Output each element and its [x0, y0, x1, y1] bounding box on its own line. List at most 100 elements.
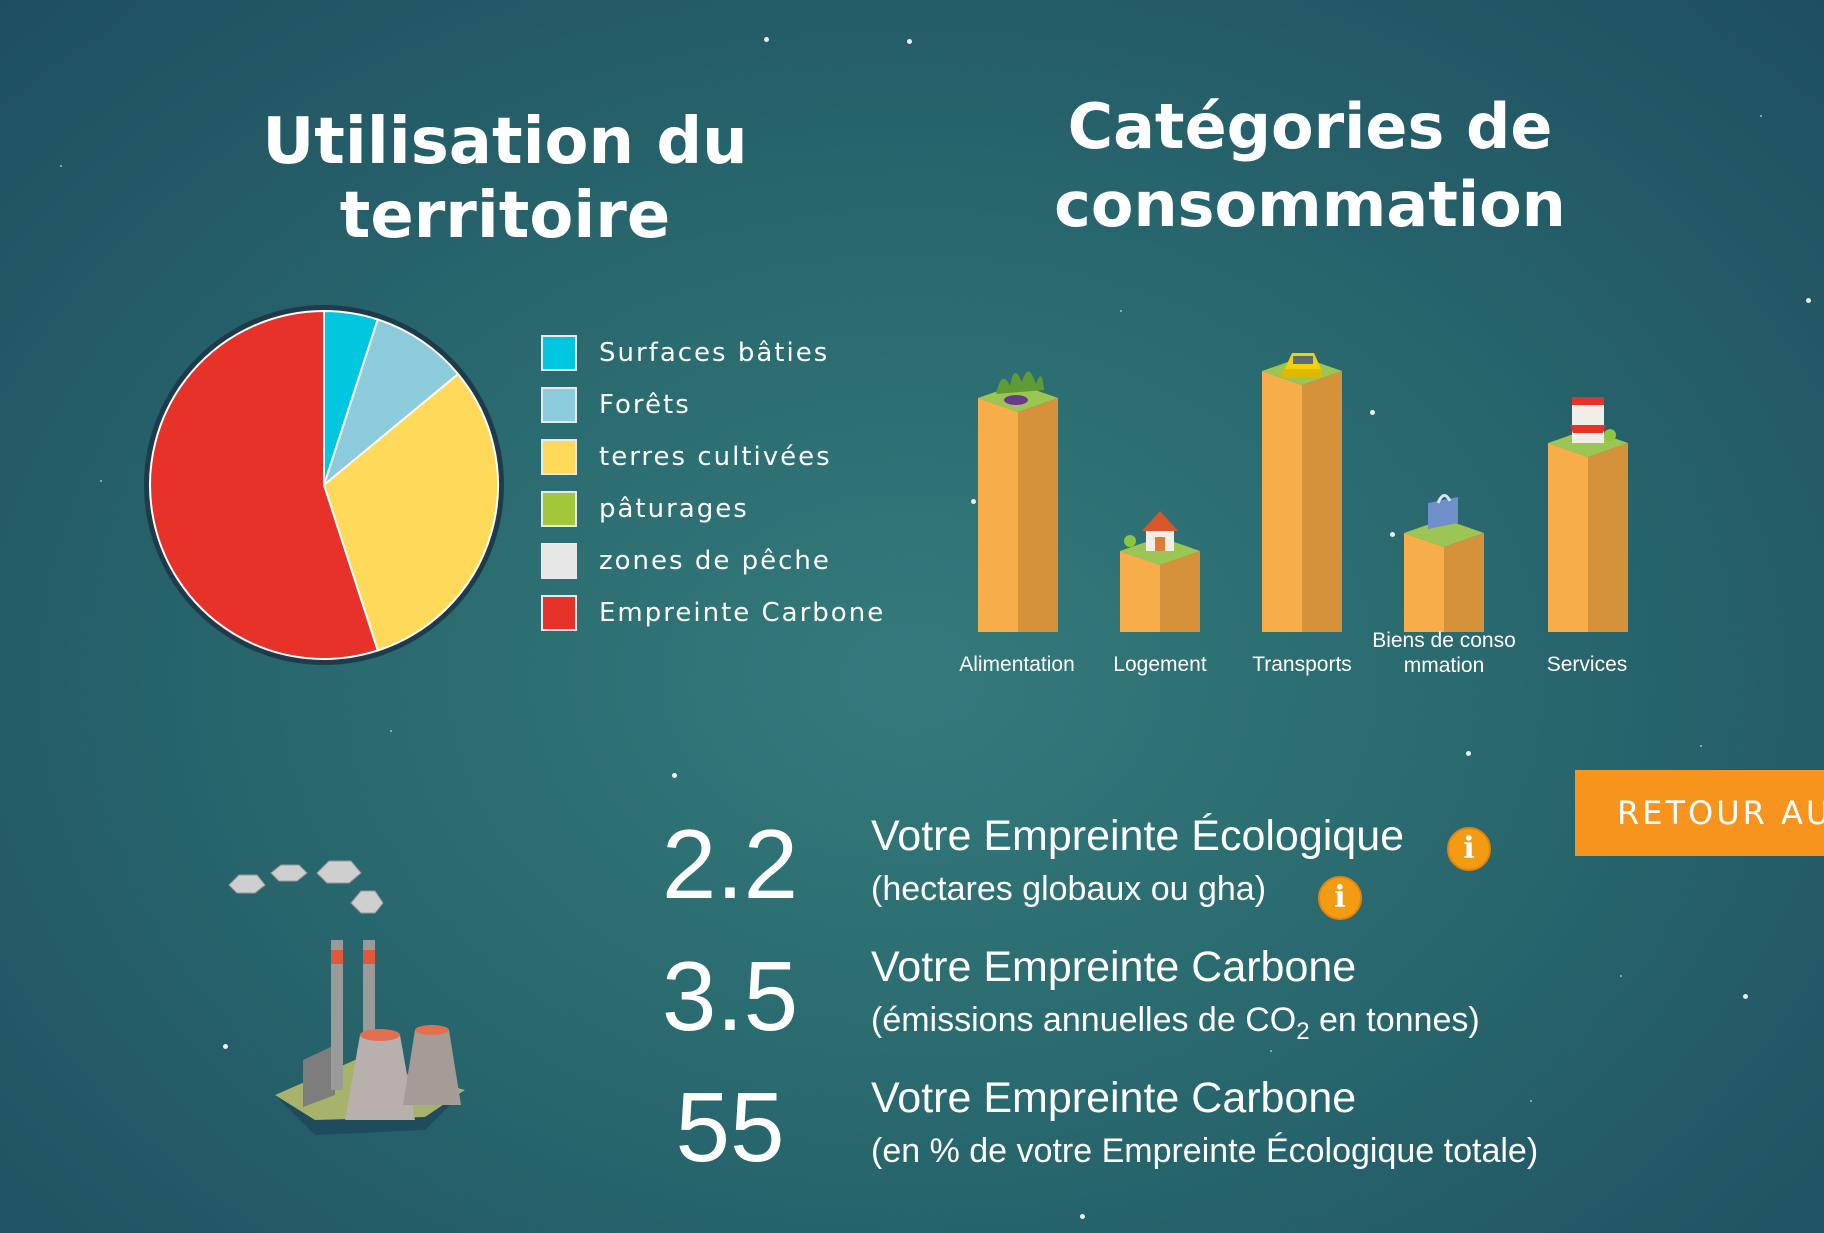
bar-label-line: mmation	[1403, 654, 1485, 677]
legend-item-zones-de-peche: zones de pêche	[541, 535, 885, 587]
bar-face-left	[1120, 551, 1160, 632]
land-use-pie-chart	[144, 305, 504, 665]
bar-label-line: Biens de conso	[1372, 629, 1516, 652]
bar-face-right	[1588, 443, 1628, 632]
metric-title: Votre Empreinte Carbone	[871, 943, 1357, 991]
legend-item-empreinte-carbone: Empreinte Carbone	[541, 587, 885, 639]
bar-face-right	[1444, 533, 1484, 632]
bar-face-left	[1262, 371, 1302, 632]
bar-face-left	[978, 398, 1018, 632]
consumption-title: Catégories de consommation	[1030, 88, 1590, 244]
bar-label-services: Services	[1546, 653, 1628, 676]
building-block	[303, 1045, 335, 1107]
legend-label: Forêts	[599, 390, 691, 420]
legend-swatch	[541, 491, 577, 527]
metric-title: Votre Empreinte Écologique	[871, 812, 1405, 860]
bar-face-right	[1018, 398, 1058, 632]
shop-icon	[1570, 397, 1616, 443]
bar-label-biens-de-consommation: Biens de conso mmation	[1369, 628, 1519, 678]
bar-label-alimentation: Alimentation	[959, 653, 1075, 676]
smoke-clouds	[228, 860, 384, 914]
legend-swatch	[541, 543, 577, 579]
star	[1120, 310, 1122, 312]
star	[100, 480, 102, 482]
subtitle-text: en tonnes)	[1309, 1001, 1480, 1039]
legend-swatch	[541, 595, 577, 631]
pie-slice-for-ts	[321, 318, 460, 488]
star	[1370, 410, 1375, 415]
bar-label-logement: Logement	[1113, 653, 1207, 676]
bar-face-left	[1548, 443, 1588, 632]
metric-value-carbon-tonnes: 3.5	[661, 941, 799, 1051]
bar-biens-de-consommation	[1404, 494, 1484, 632]
subscript-2: 2	[1296, 1017, 1310, 1045]
legend-swatch	[541, 335, 577, 371]
legend-label: Surfaces bâties	[599, 338, 830, 368]
consumption-bar-chart	[978, 353, 1628, 632]
consumption-title-line1: Catégories de	[1067, 90, 1553, 163]
bar-face-right	[1302, 371, 1342, 632]
legend-item-paturages: pâturages	[541, 483, 885, 535]
cooling-tower-top	[415, 1025, 449, 1035]
chimney-band	[331, 950, 343, 964]
car-icon	[1282, 353, 1322, 377]
metric-subtitle: (émissions annuelles de CO2 en tonnes)	[871, 1001, 1480, 1046]
legend-label: pâturages	[599, 494, 749, 524]
star	[60, 165, 62, 167]
legend-label: terres cultivées	[599, 442, 832, 472]
star	[1390, 532, 1395, 537]
consumption-title-line2: consommation	[1054, 168, 1566, 241]
star	[1620, 975, 1622, 977]
star	[390, 730, 392, 732]
legend-item-forets: Forêts	[541, 379, 885, 431]
bar-alimentation	[978, 371, 1058, 632]
pie-legend: Surfaces bâties Forêts terres cultivées …	[541, 327, 885, 639]
metric-value-ecological-footprint: 2.2	[661, 809, 799, 919]
legend-swatch	[541, 387, 577, 423]
info-icon[interactable]: i	[1447, 827, 1491, 871]
land-use-title: Utilisation du territoire	[262, 105, 748, 253]
bar-logement	[1120, 511, 1200, 632]
star	[764, 37, 769, 42]
legend-item-terres-cultivees: terres cultivées	[541, 431, 885, 483]
metric-subtitle: (hectares globaux ou gha)	[871, 870, 1267, 908]
star	[1700, 745, 1702, 747]
metric-subtitle: (en % de votre Empreinte Écologique tota…	[871, 1132, 1539, 1170]
bar-top	[1404, 519, 1484, 547]
legend-swatch	[541, 439, 577, 475]
star	[1743, 994, 1748, 999]
chimney	[331, 940, 343, 1090]
legend-label: Empreinte Carbone	[599, 598, 886, 628]
chimney-band	[363, 950, 375, 964]
star	[1806, 298, 1811, 303]
cooling-tower-top	[360, 1029, 400, 1041]
legend-label: zones de pêche	[599, 546, 831, 576]
star	[1466, 751, 1471, 756]
bar-label-transports: Transports	[1252, 653, 1352, 676]
star	[971, 499, 976, 504]
info-icon[interactable]: i	[1318, 876, 1362, 920]
bar-face-left	[1404, 533, 1444, 632]
metric-value-carbon-percent: 55	[675, 1072, 785, 1182]
cooling-tower	[345, 1035, 415, 1120]
star	[1760, 115, 1762, 117]
star	[907, 39, 912, 44]
bar-transports	[1262, 353, 1342, 632]
pie-slice-empreinte-carbone	[149, 309, 380, 660]
bar-services	[1548, 397, 1628, 632]
star	[1530, 1100, 1532, 1102]
factory-illustration	[228, 860, 465, 1135]
star	[672, 773, 677, 778]
metric-title: Votre Empreinte Carbone	[871, 1074, 1357, 1122]
vegetables-icon	[996, 371, 1044, 405]
bar-face-right	[1160, 551, 1200, 632]
retour-button[interactable]: RETOUR AU	[1575, 770, 1824, 856]
star	[1080, 1214, 1085, 1219]
star	[223, 1044, 228, 1049]
cooling-tower	[403, 1030, 461, 1105]
house-icon	[1124, 511, 1178, 551]
star	[1270, 1050, 1272, 1052]
subtitle-text: (émissions annuelles de CO	[871, 1001, 1297, 1039]
legend-item-surfaces-baties: Surfaces bâties	[541, 327, 885, 379]
pie-slice-terres-cultiv-es	[322, 372, 499, 652]
